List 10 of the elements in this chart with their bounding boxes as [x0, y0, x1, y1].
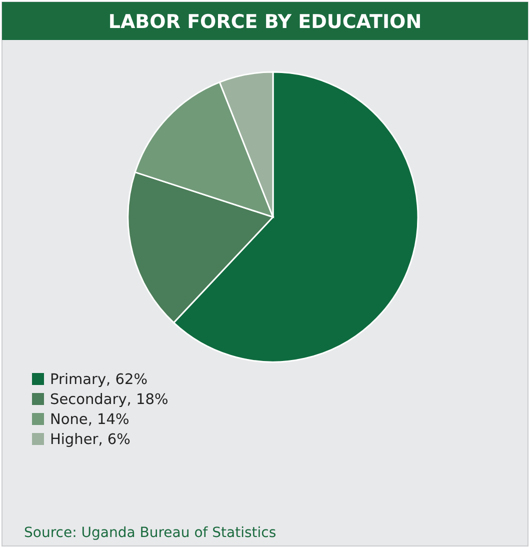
data-label: , 14% — [88, 412, 130, 428]
legend-label: Primary — [50, 372, 106, 388]
legend-label: Higher — [50, 432, 98, 448]
legend-label: Secondary — [50, 392, 127, 408]
data-label: , 62% — [106, 372, 148, 388]
chart-title: LABOR FORCE BY EDUCATION — [108, 11, 422, 33]
data-label: , 18% — [126, 392, 168, 408]
source-note: Source: Uganda Bureau of Statistics — [24, 525, 276, 541]
data-label: , 6% — [98, 432, 130, 448]
legend-label: None — [50, 412, 88, 428]
